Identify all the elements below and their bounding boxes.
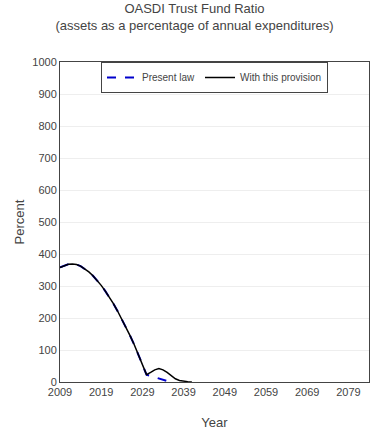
svg-text:2039: 2039 bbox=[171, 386, 195, 398]
svg-text:2049: 2049 bbox=[213, 386, 237, 398]
svg-text:Present law: Present law bbox=[142, 72, 195, 83]
svg-text:OASDI Trust Fund Ratio(assets: OASDI Trust Fund Ratio(assets as a perce… bbox=[55, 1, 333, 33]
svg-text:0: 0 bbox=[51, 376, 57, 388]
svg-text:Year: Year bbox=[201, 415, 228, 430]
svg-text:300: 300 bbox=[38, 280, 56, 292]
svg-text:2009: 2009 bbox=[48, 386, 72, 398]
svg-text:100: 100 bbox=[38, 344, 56, 356]
svg-text:Percent: Percent bbox=[12, 199, 27, 244]
svg-text:400: 400 bbox=[38, 248, 56, 260]
svg-text:900: 900 bbox=[38, 88, 56, 100]
svg-text:200: 200 bbox=[38, 312, 56, 324]
svg-text:500: 500 bbox=[38, 216, 56, 228]
svg-text:With this provision: With this provision bbox=[240, 72, 321, 83]
svg-text:700: 700 bbox=[38, 152, 56, 164]
svg-text:1000: 1000 bbox=[32, 56, 56, 68]
svg-text:2079: 2079 bbox=[336, 386, 360, 398]
svg-text:2059: 2059 bbox=[254, 386, 278, 398]
svg-text:2069: 2069 bbox=[295, 386, 319, 398]
svg-text:2019: 2019 bbox=[89, 386, 113, 398]
svg-text:2029: 2029 bbox=[130, 386, 154, 398]
svg-text:600: 600 bbox=[38, 184, 56, 196]
svg-text:800: 800 bbox=[38, 120, 56, 132]
